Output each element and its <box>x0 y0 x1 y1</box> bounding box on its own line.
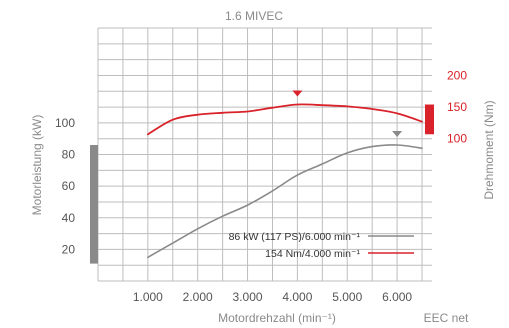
range-bars <box>90 104 434 264</box>
y-right-tick-label: 200 <box>447 68 467 82</box>
y-left-tick-label: 100 <box>55 116 75 130</box>
power-legend-label: 86 kW (117 PS)/6.000 min⁻¹ <box>229 231 361 243</box>
tick-labels: 1.000 2.000 3.000 4.000 5.000 6.000 20 40 60 80 10… <box>55 68 467 304</box>
y-axis-label-left: Motorleistung (kW) <box>30 115 44 216</box>
grid <box>97 27 432 282</box>
x-tick-label: 2.000 <box>183 290 213 304</box>
x-tick-label: 5.000 <box>332 290 362 304</box>
y-right-tick-label: 100 <box>447 132 467 146</box>
torque-range-bar <box>425 104 434 135</box>
y-left-tick-label: 40 <box>62 211 76 225</box>
x-tick-label: 6.000 <box>382 290 412 304</box>
peak-markers <box>292 90 403 138</box>
chart-title: 1.6 MIVEC <box>225 9 283 23</box>
power-range-bar <box>90 145 98 264</box>
y-left-tick-label: 60 <box>62 179 76 193</box>
torque-peak-marker <box>292 90 303 97</box>
torque-legend-label: 154 Nm/4.000 min⁻¹ <box>265 248 360 260</box>
x-axis-label: Motordrehzahl (min⁻¹) <box>218 311 336 325</box>
footnote: EEC net <box>424 311 469 325</box>
x-tick-label: 4.000 <box>282 290 312 304</box>
x-tick-label: 3.000 <box>233 290 263 304</box>
power-curve <box>147 144 423 259</box>
legend: 86 kW (117 PS)/6.000 min⁻¹ 154 Nm/4.000 m… <box>229 231 414 260</box>
y-left-tick-label: 80 <box>62 148 76 162</box>
y-left-tick-label: 20 <box>62 242 76 256</box>
x-tick-label: 1.000 <box>133 290 163 304</box>
y-right-tick-label: 150 <box>447 100 467 114</box>
torque-curve <box>147 103 423 136</box>
power-peak-marker <box>392 131 403 138</box>
series-lines <box>147 103 423 259</box>
y-axis-label-right: Drehmoment (Nm) <box>482 100 496 199</box>
